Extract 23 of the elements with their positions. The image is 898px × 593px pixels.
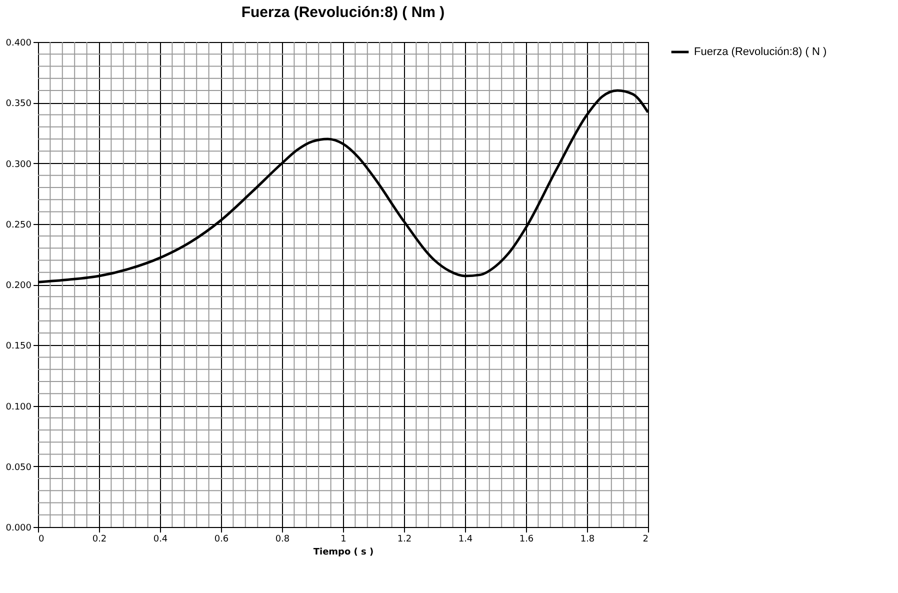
x-tick-label: 0.4 [153, 534, 168, 544]
y-tick-label: 0.150 [6, 342, 32, 352]
y-tick-label: 0.100 [6, 402, 32, 412]
x-axis-title: Tiempo ( s ) [313, 548, 374, 558]
y-tick-label: 0.350 [6, 99, 32, 110]
x-tick-label: 1.2 [397, 534, 412, 544]
y-tick-label: 0.000 [6, 524, 32, 534]
y-tick-label: 0.050 [6, 462, 32, 473]
x-tick-label: 2 [642, 534, 648, 544]
chart-title: Fuerza (Revolución:8) ( Nm ) [241, 4, 445, 21]
y-tick-label: 0.250 [6, 220, 32, 230]
x-tick-label: 0.8 [275, 534, 290, 544]
x-tick-label: 1 [340, 534, 346, 544]
y-tick-label: 0.200 [6, 281, 32, 291]
y-tick-label: 0.400 [6, 38, 32, 48]
x-tick-label: 0.6 [214, 534, 229, 544]
x-tick-label: 0 [38, 534, 44, 544]
legend-label: Fuerza (Revolución:8) ( N ) [694, 46, 827, 58]
x-tick-label: 0.2 [92, 534, 107, 544]
y-tick-label: 0.300 [6, 160, 32, 170]
x-tick-label: 1.6 [519, 534, 534, 544]
x-tick-label: 1.8 [580, 534, 595, 544]
x-tick-label: 1.4 [458, 534, 473, 544]
